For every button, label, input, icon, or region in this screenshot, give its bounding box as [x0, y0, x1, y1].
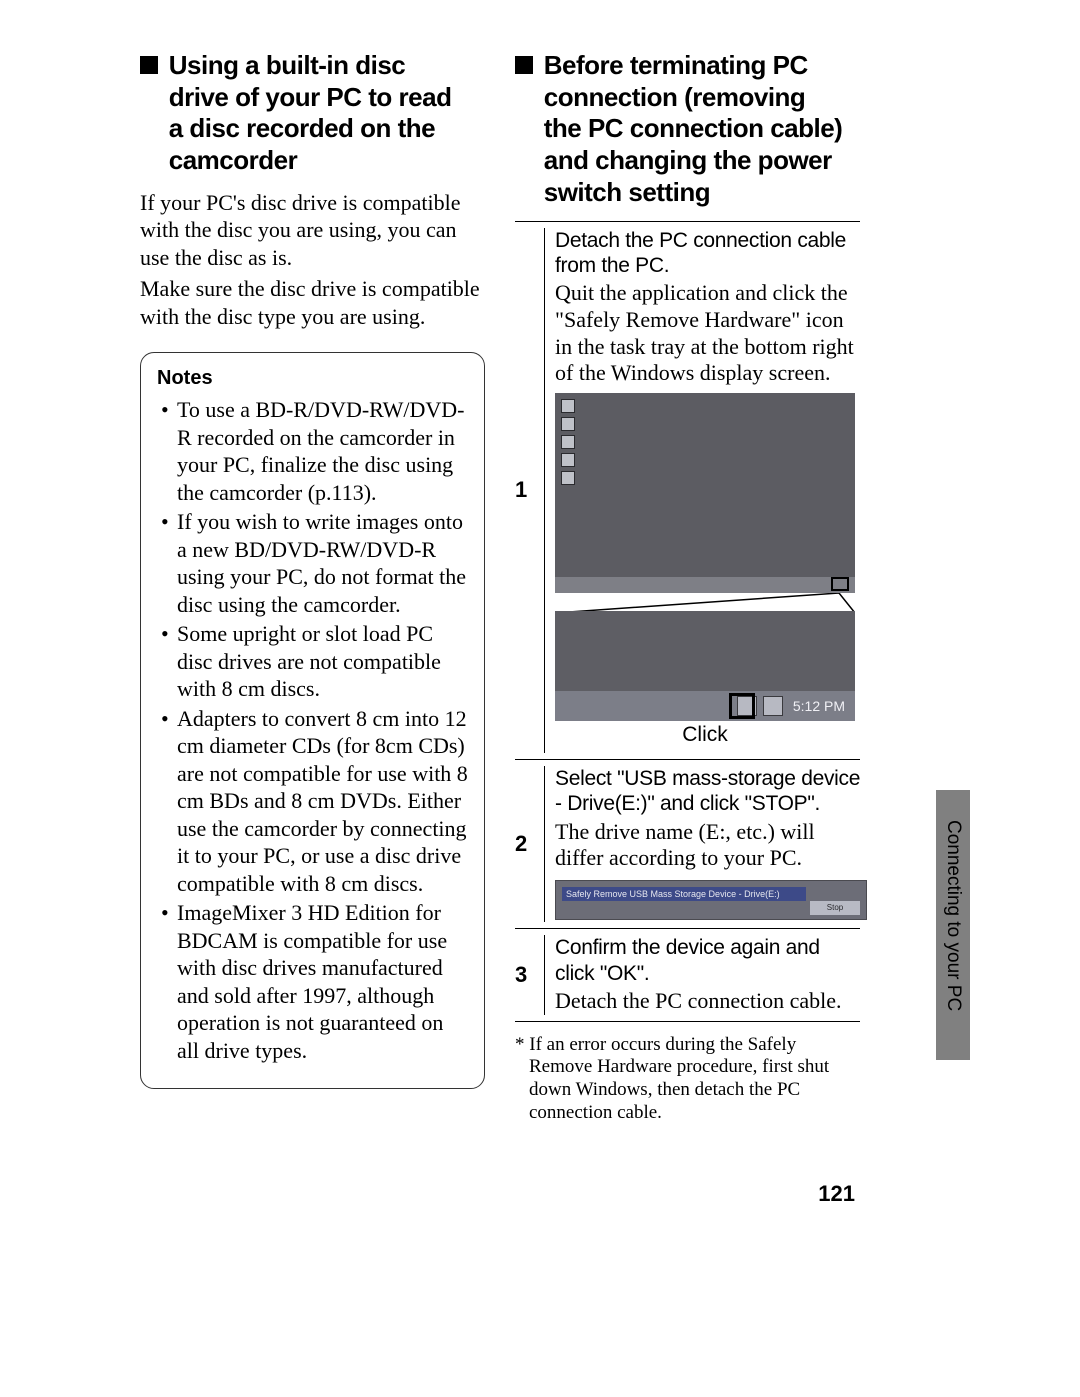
callout-rectangle — [831, 577, 849, 591]
safely-remove-hardware-icon[interactable] — [763, 696, 783, 716]
section-heading-right: Before terminating PC connection (removi… — [515, 50, 860, 209]
square-bullet-icon — [140, 56, 158, 74]
desktop-screenshot — [555, 393, 855, 593]
page-content: Using a built-in disc drive of your PC t… — [140, 50, 860, 1125]
list-item: To use a BD-R/DVD-RW/DVD-R recorded on t… — [157, 396, 468, 506]
notes-list: To use a BD-R/DVD-RW/DVD-R recorded on t… — [157, 396, 468, 1064]
page-number: 121 — [818, 1181, 855, 1207]
step-heading: Confirm the device again and click "OK". — [555, 935, 860, 985]
step-number: 2 — [515, 766, 545, 922]
system-tray: 5:12 PM — [555, 691, 855, 721]
step-text: Quit the application and click the "Safe… — [555, 280, 860, 387]
step-number: 1 — [515, 228, 545, 754]
right-column: Before terminating PC connection (removi… — [515, 50, 860, 1125]
heading-text: Using a built-in disc drive of your PC t… — [169, 50, 469, 177]
step-heading: Select "USB mass-storage device - Drive(… — [555, 766, 867, 816]
list-item: If you wish to write images onto a new B… — [157, 508, 468, 618]
stop-button[interactable]: Stop — [810, 901, 860, 915]
heading-text: Before terminating PC connection (removi… — [544, 50, 844, 209]
desktop-icons — [561, 399, 579, 489]
section-heading-left: Using a built-in disc drive of your PC t… — [140, 50, 485, 177]
callout-lines — [555, 593, 855, 609]
step-1: 1 Detach the PC connection cable from th… — [515, 221, 860, 754]
intro-paragraph-1: If your PC's disc drive is compatible wi… — [140, 189, 485, 272]
taskbar-zoom-screenshot: 5:12 PM — [555, 611, 855, 721]
step-3: 3 Confirm the device again and click "OK… — [515, 928, 860, 1014]
left-column: Using a built-in disc drive of your PC t… — [140, 50, 485, 1125]
intro-paragraph-2: Make sure the disc drive is compatible w… — [140, 275, 485, 330]
step-number: 3 — [515, 935, 545, 1014]
step-2: 2 Select "USB mass-storage device - Driv… — [515, 759, 860, 922]
click-label: Click — [555, 723, 855, 747]
list-item: Adapters to convert 8 cm into 12 cm diam… — [157, 705, 468, 898]
step-heading: Detach the PC connection cable from the … — [555, 228, 860, 278]
steps-divider — [515, 1021, 860, 1022]
list-item: Some upright or slot load PC disc drives… — [157, 620, 468, 703]
step-text: The drive name (E:, etc.) will differ ac… — [555, 819, 867, 873]
safely-remove-dialog-screenshot: Safely Remove USB Mass Storage Device - … — [555, 880, 867, 920]
notes-box: Notes To use a BD-R/DVD-RW/DVD-R recorde… — [140, 352, 485, 1089]
step-body: Confirm the device again and click "OK".… — [555, 935, 860, 1014]
square-bullet-icon — [515, 56, 533, 74]
side-tab-label: Connecting to your PC — [942, 820, 964, 1011]
dialog-titlebar: Safely Remove USB Mass Storage Device - … — [562, 887, 806, 901]
clock: 5:12 PM — [789, 696, 849, 716]
step-text: Detach the PC connection cable. — [555, 988, 860, 1015]
taskbar — [555, 577, 855, 593]
notes-title: Notes — [157, 367, 468, 390]
list-item: ImageMixer 3 HD Edition for BDCAM is com… — [157, 899, 468, 1064]
step-body: Select "USB mass-storage device - Drive(… — [555, 766, 867, 922]
footnote: * If an error occurs during the Safely R… — [515, 1034, 860, 1125]
highlight-rectangle — [729, 693, 755, 719]
step-body: Detach the PC connection cable from the … — [555, 228, 860, 754]
